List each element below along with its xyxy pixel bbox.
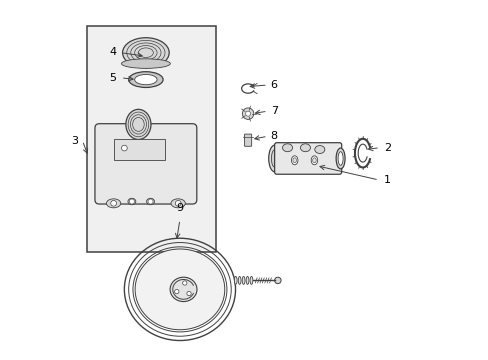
Ellipse shape <box>238 276 241 284</box>
Ellipse shape <box>312 158 316 163</box>
Ellipse shape <box>242 276 244 284</box>
Circle shape <box>129 199 134 204</box>
Ellipse shape <box>234 276 237 284</box>
Ellipse shape <box>337 152 343 165</box>
Ellipse shape <box>106 199 121 208</box>
Ellipse shape <box>291 156 297 165</box>
Circle shape <box>121 145 127 151</box>
Text: 8: 8 <box>270 131 277 141</box>
Text: 3: 3 <box>71 136 78 145</box>
FancyBboxPatch shape <box>274 143 341 174</box>
Ellipse shape <box>128 198 136 205</box>
Circle shape <box>175 201 181 206</box>
Ellipse shape <box>310 156 317 165</box>
Circle shape <box>274 277 281 284</box>
Circle shape <box>186 291 191 296</box>
Ellipse shape <box>125 109 151 139</box>
Ellipse shape <box>146 198 154 205</box>
Ellipse shape <box>300 144 310 152</box>
Text: 1: 1 <box>383 175 390 185</box>
FancyBboxPatch shape <box>244 134 251 146</box>
Ellipse shape <box>249 276 252 284</box>
Text: 6: 6 <box>270 80 277 90</box>
FancyBboxPatch shape <box>95 124 196 204</box>
Ellipse shape <box>135 249 224 330</box>
Ellipse shape <box>121 59 170 68</box>
Ellipse shape <box>271 149 278 167</box>
Ellipse shape <box>170 277 197 302</box>
Ellipse shape <box>122 38 169 68</box>
Text: 4: 4 <box>109 47 116 57</box>
Ellipse shape <box>282 144 292 152</box>
Ellipse shape <box>134 75 157 85</box>
Text: 2: 2 <box>383 143 390 153</box>
Text: 5: 5 <box>109 73 116 83</box>
Bar <box>113 139 164 160</box>
Circle shape <box>182 281 186 285</box>
Bar <box>86 26 215 252</box>
Circle shape <box>245 111 250 116</box>
Text: 9: 9 <box>176 203 183 213</box>
Ellipse shape <box>314 145 324 153</box>
Ellipse shape <box>245 276 248 284</box>
Ellipse shape <box>292 158 296 163</box>
Ellipse shape <box>171 199 185 208</box>
Circle shape <box>110 201 116 206</box>
Ellipse shape <box>268 145 281 172</box>
Ellipse shape <box>335 148 345 169</box>
Text: 7: 7 <box>270 106 277 116</box>
Ellipse shape <box>128 72 163 87</box>
Circle shape <box>242 108 253 120</box>
Circle shape <box>148 199 153 204</box>
Circle shape <box>174 289 179 294</box>
